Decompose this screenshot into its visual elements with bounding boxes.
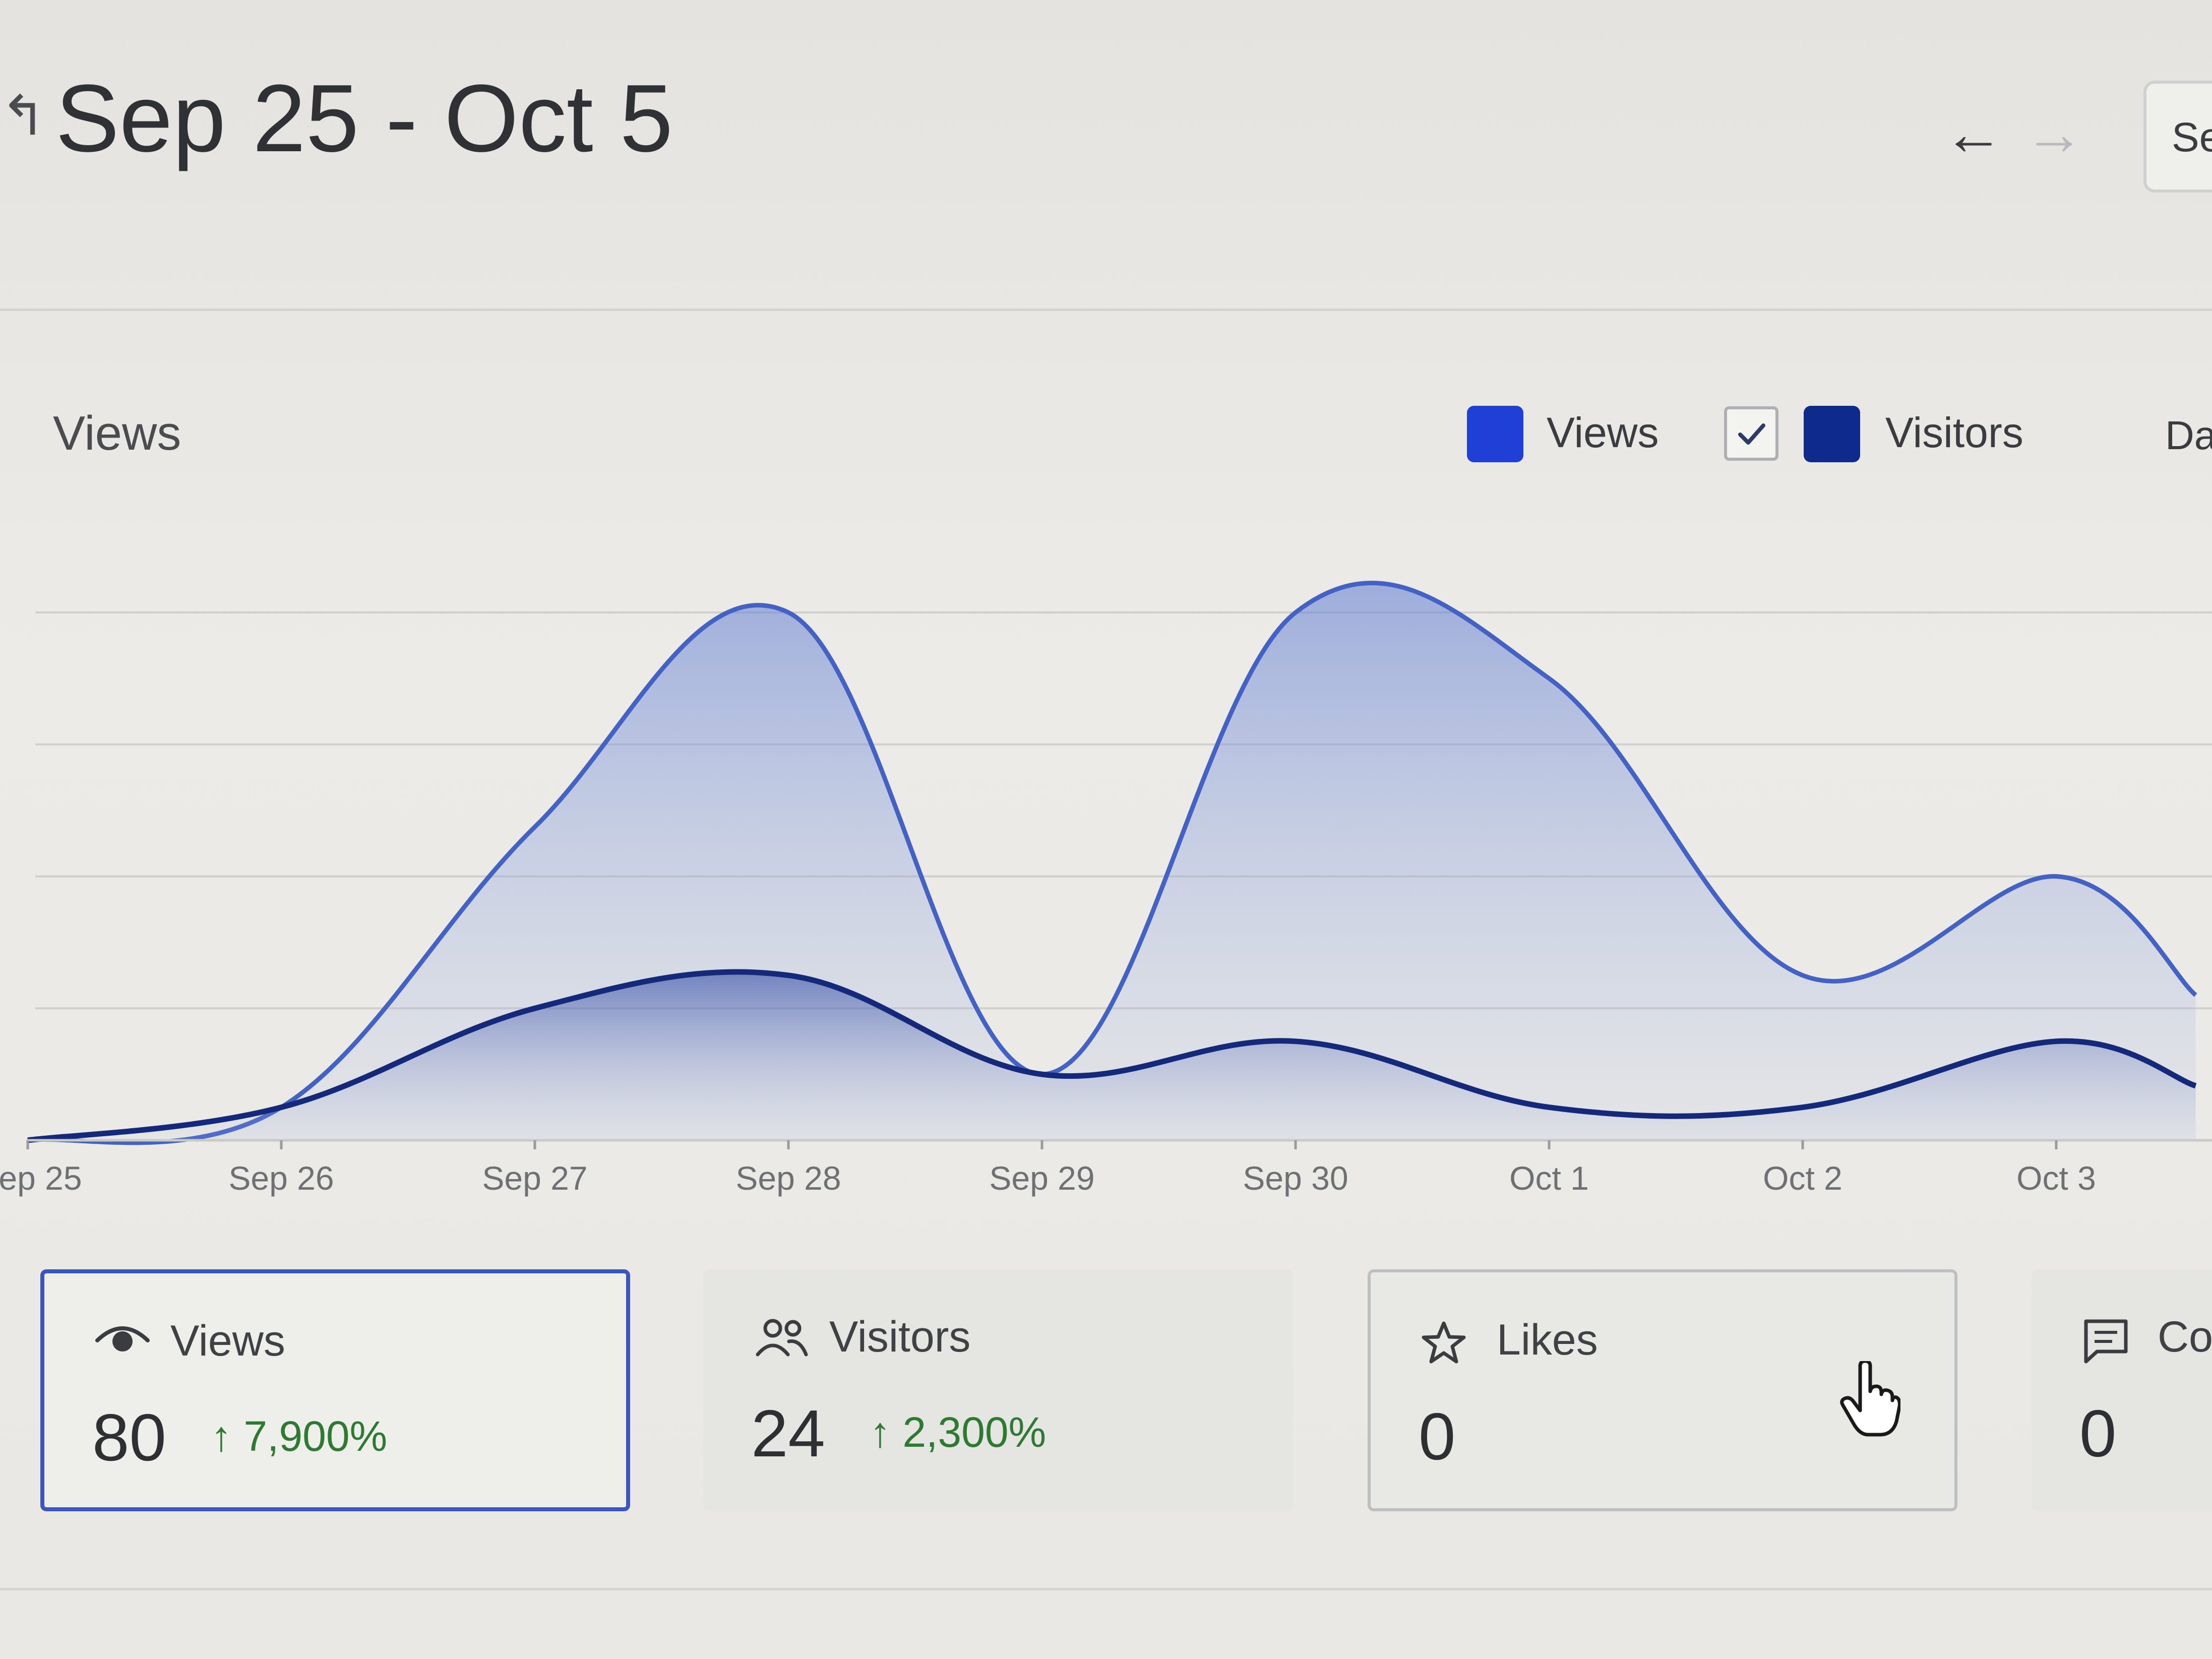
stat-label: Views (170, 1317, 285, 1365)
eye-icon (95, 1326, 150, 1351)
x-tick-label: Oct 1 (1509, 1159, 1589, 1197)
legend-views-label[interactable]: Views (1547, 409, 1659, 456)
stat-card-visitors[interactable]: Visitors 24 ↑ 2,300% (703, 1269, 1293, 1511)
stat-label: Visitors (829, 1313, 971, 1361)
visitors-line (27, 969, 2197, 1143)
stat-value: 80 (92, 1400, 166, 1474)
previous-period-button[interactable]: ← (1943, 100, 2004, 167)
stat-label: Co (2158, 1313, 2212, 1361)
stat-change: ↑ 2,300% (870, 1408, 1047, 1456)
users-icon (756, 1319, 808, 1357)
footer-divider (0, 1588, 2212, 1590)
stat-label: Likes (1497, 1316, 1598, 1364)
visitors-toggle-checkbox[interactable] (1724, 406, 1778, 461)
period-select-label: Se (2172, 114, 2212, 160)
stat-value: 0 (1419, 1399, 1456, 1473)
legend-visitors-swatch[interactable] (1804, 406, 1860, 462)
legend-extra-label[interactable]: Da (2165, 413, 2212, 458)
visitors-area (28, 972, 2196, 1140)
x-tick-label: ep 25 (0, 1159, 82, 1197)
period-select[interactable]: Se (2143, 81, 2212, 193)
stat-card-views[interactable]: Views 80 ↑ 7,900% (40, 1269, 630, 1511)
x-tick-label: Oct 2 (1763, 1159, 1842, 1197)
stat-value: 24 (751, 1396, 825, 1470)
stat-value: 0 (2079, 1396, 2117, 1470)
hand-cursor-icon (1840, 1361, 1900, 1437)
header-divider (0, 309, 2212, 311)
x-tick-label: Sep 29 (989, 1159, 1094, 1197)
views-area (28, 583, 2196, 1143)
checkmark-icon (1738, 423, 1765, 445)
x-tick-label: Sep 27 (482, 1159, 587, 1197)
star-icon (1422, 1321, 1466, 1364)
date-range-title: Sep 25 - Oct 5 (55, 65, 673, 172)
legend-visitors-label[interactable]: Visitors (1885, 409, 2023, 456)
chart-title: Views (53, 406, 181, 460)
x-tick-label: Sep 26 (228, 1159, 334, 1197)
comment-icon (2084, 1319, 2128, 1364)
legend-views-swatch[interactable] (1467, 406, 1523, 462)
x-tick-label: Oct 3 (2016, 1159, 2096, 1197)
stat-card-comments[interactable]: Co 0 (2032, 1269, 2212, 1511)
x-tick-label: Sep 30 (1243, 1159, 1348, 1197)
views-area-chart: ep 25 Sep 26 Sep 27 Sep 28 Sep 29 Sep 30 Oct 1… (0, 581, 2212, 1197)
x-tick-label: Sep 28 (735, 1159, 841, 1197)
back-icon[interactable]: ↰ (0, 85, 47, 147)
stat-change: ↑ 7,900% (211, 1412, 388, 1460)
next-period-button[interactable]: → (2024, 100, 2084, 167)
views-line (27, 581, 2197, 1145)
